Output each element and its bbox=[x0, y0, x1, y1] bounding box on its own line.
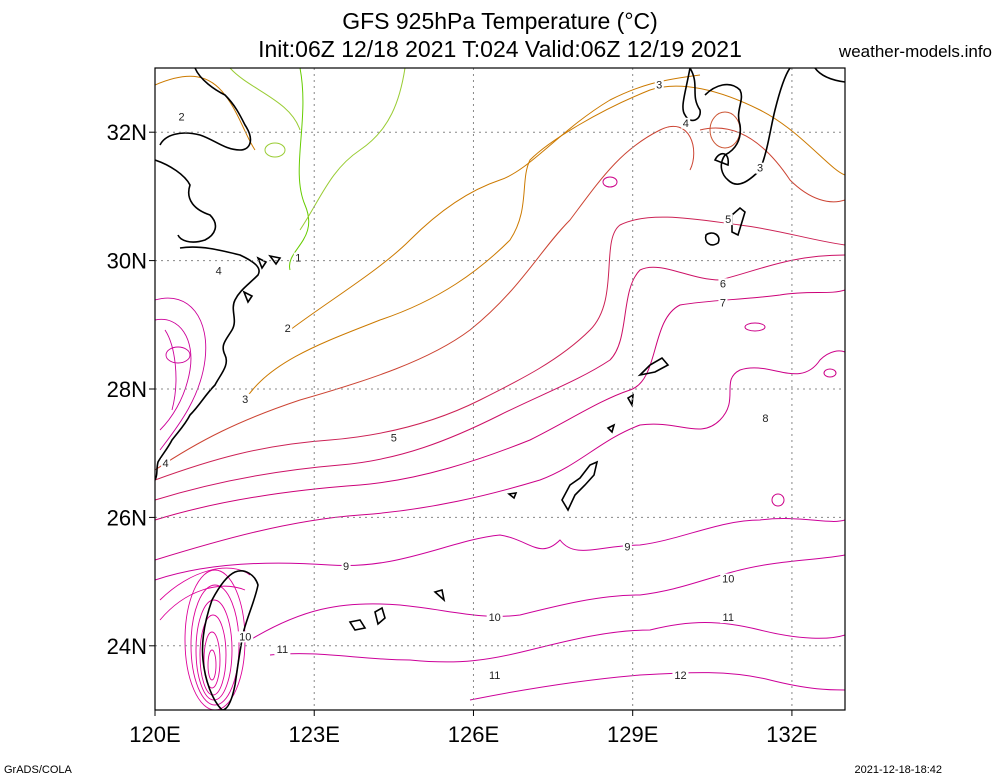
contour-label: 6 bbox=[720, 278, 726, 290]
contour-label-bg bbox=[486, 612, 503, 624]
contour-12 bbox=[469, 672, 845, 701]
contour-5 bbox=[155, 216, 845, 481]
contour-label-bg bbox=[237, 631, 254, 643]
contour-label-bg bbox=[681, 117, 691, 129]
lat-tick-label: 32N bbox=[107, 120, 147, 145]
lat-tick-label: 28N bbox=[107, 377, 147, 402]
site-label: weather-models.info bbox=[838, 42, 992, 61]
footer-credit: GrADS/COLA bbox=[4, 764, 72, 776]
contour-0 bbox=[299, 68, 406, 231]
contour-label: 10 bbox=[489, 612, 501, 624]
contour-label: 2 bbox=[285, 323, 291, 335]
contour-label: 9 bbox=[624, 542, 630, 554]
contour-label-bg bbox=[214, 265, 224, 277]
coastlines bbox=[155, 68, 845, 710]
contour-label: 2 bbox=[178, 111, 184, 123]
contour-label-bg bbox=[177, 111, 187, 123]
contour-label-bg bbox=[760, 413, 770, 425]
axis-ticks: 120E 123E 126E 129E 132E 24N 26N 28N 30N 32N bbox=[107, 120, 818, 747]
lon-tick-label: 126E bbox=[448, 722, 499, 747]
contour-label: 3 bbox=[757, 163, 763, 175]
chart-subtitle: Init:06Z 12/18 2021 T:024 Valid:06Z 12/1… bbox=[258, 36, 742, 62]
contour-label-bg bbox=[161, 458, 171, 470]
lon-tick-label: 120E bbox=[129, 722, 180, 747]
eddy bbox=[771, 493, 785, 507]
eddy bbox=[823, 368, 837, 378]
lat-tick-label: 24N bbox=[107, 634, 147, 659]
contour-label: 1 bbox=[295, 253, 301, 265]
contour-label: 10 bbox=[722, 574, 734, 586]
contour-label-bg bbox=[720, 573, 737, 585]
contour-label-bg bbox=[341, 560, 351, 572]
contour-label: 4 bbox=[683, 118, 689, 130]
contour-7 bbox=[155, 289, 845, 521]
contour-4 bbox=[155, 125, 845, 471]
contour-label-bg bbox=[718, 297, 728, 309]
lat-lon-grid bbox=[155, 68, 845, 710]
contour-label-bg bbox=[718, 278, 728, 290]
footer-timestamp: 2021-12-18-18:42 bbox=[854, 764, 942, 776]
lon-tick-label: 129E bbox=[607, 722, 658, 747]
contour-label: 4 bbox=[216, 265, 222, 277]
contour-label-bg bbox=[622, 541, 632, 553]
contour-label: 10 bbox=[239, 631, 251, 643]
contour-label: 11 bbox=[489, 670, 500, 682]
contour-label: 8 bbox=[762, 413, 768, 425]
contour-1 bbox=[289, 68, 310, 271]
chart-title: GFS 925hPa Temperature (°C) bbox=[342, 8, 658, 34]
contour-label-bg bbox=[723, 214, 733, 226]
contour-9 bbox=[155, 518, 845, 581]
eddy bbox=[744, 322, 766, 332]
contour-label-bg bbox=[293, 252, 303, 264]
contour-10 bbox=[249, 554, 845, 641]
lat-tick-label: 30N bbox=[107, 249, 147, 274]
contour-label-bg bbox=[654, 79, 664, 91]
contour-11 bbox=[269, 622, 845, 663]
eddy bbox=[264, 142, 286, 158]
contour-3 bbox=[244, 85, 845, 401]
contour-label-bg bbox=[274, 644, 291, 656]
coastal-warm-pocket bbox=[155, 297, 207, 451]
contour-label: 4 bbox=[163, 458, 169, 470]
contour-label-bg bbox=[672, 669, 689, 681]
contour-label: 9 bbox=[343, 561, 349, 573]
contour-label: 3 bbox=[656, 79, 662, 91]
contour-label: 12 bbox=[674, 670, 686, 682]
contour-label: 7 bbox=[720, 298, 726, 310]
eddy bbox=[709, 111, 741, 149]
contour-6 bbox=[155, 254, 845, 501]
contour-8 bbox=[155, 350, 845, 561]
contour-2 bbox=[155, 74, 701, 331]
contour-label-bg bbox=[283, 323, 293, 335]
contour-label: 5 bbox=[391, 432, 397, 444]
lon-tick-label: 123E bbox=[289, 722, 340, 747]
contour-0b bbox=[229, 68, 301, 131]
eddy bbox=[602, 176, 618, 188]
contour-label-bg bbox=[720, 612, 737, 624]
lon-tick-label: 132E bbox=[766, 722, 817, 747]
contour-label: 11 bbox=[277, 644, 288, 656]
contour-label: 3 bbox=[242, 394, 248, 406]
contour-label-bg bbox=[389, 432, 399, 444]
contour-label-bg bbox=[486, 669, 503, 681]
taiwan-warm-core bbox=[159, 567, 251, 710]
contour-label-bg bbox=[755, 162, 765, 174]
contour-label-bg bbox=[240, 393, 250, 405]
contour-label: 5 bbox=[725, 214, 731, 226]
contour-label: 11 bbox=[723, 612, 734, 624]
lat-tick-label: 26N bbox=[107, 505, 147, 530]
